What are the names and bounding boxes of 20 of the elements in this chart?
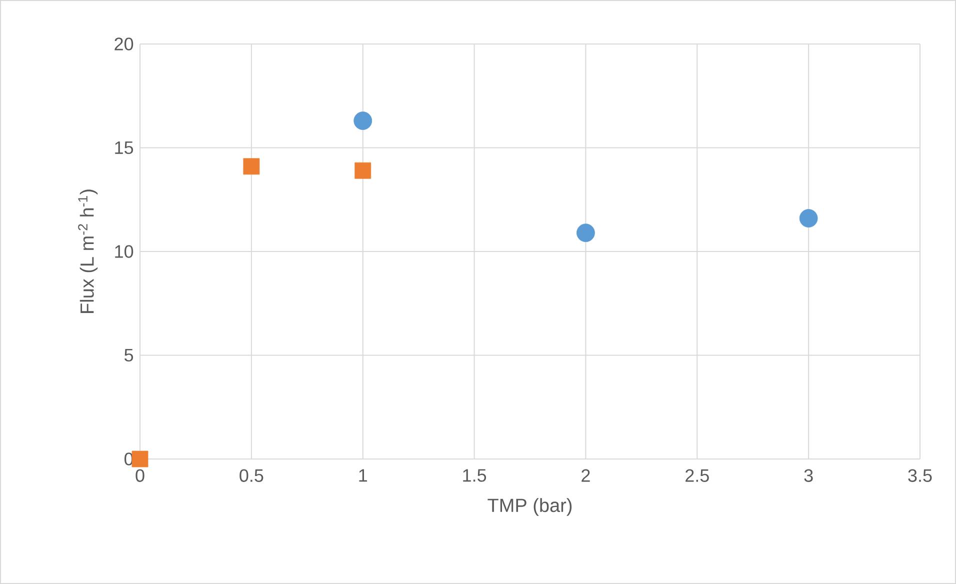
x-tick-label: 0.5 (240, 469, 264, 482)
point (354, 112, 372, 130)
point (132, 450, 148, 468)
y-tick-label: 5 (124, 348, 134, 362)
x-tick-label: 2 (582, 469, 590, 482)
point (243, 158, 260, 175)
x-tick-label: 3.5 (908, 469, 932, 482)
y-tick-label: 15 (115, 141, 134, 154)
point (576, 224, 595, 242)
point (354, 162, 372, 179)
y-tick-label: 20 (114, 38, 134, 50)
x-tick-label: 2.5 (686, 469, 709, 482)
x-tick-label: 1.5 (463, 469, 486, 482)
y-tick-label: 10 (115, 245, 134, 258)
x-axis-title: TMP (bar) (488, 498, 572, 516)
point (799, 209, 818, 228)
y-axis-title: Flux (L m$^{-2}$ h$^{-1}$) (78, 190, 98, 313)
x-tick-label: 0 (136, 469, 144, 482)
x-tick-label: 3 (804, 469, 813, 482)
x-tick-label: 1 (359, 469, 367, 482)
